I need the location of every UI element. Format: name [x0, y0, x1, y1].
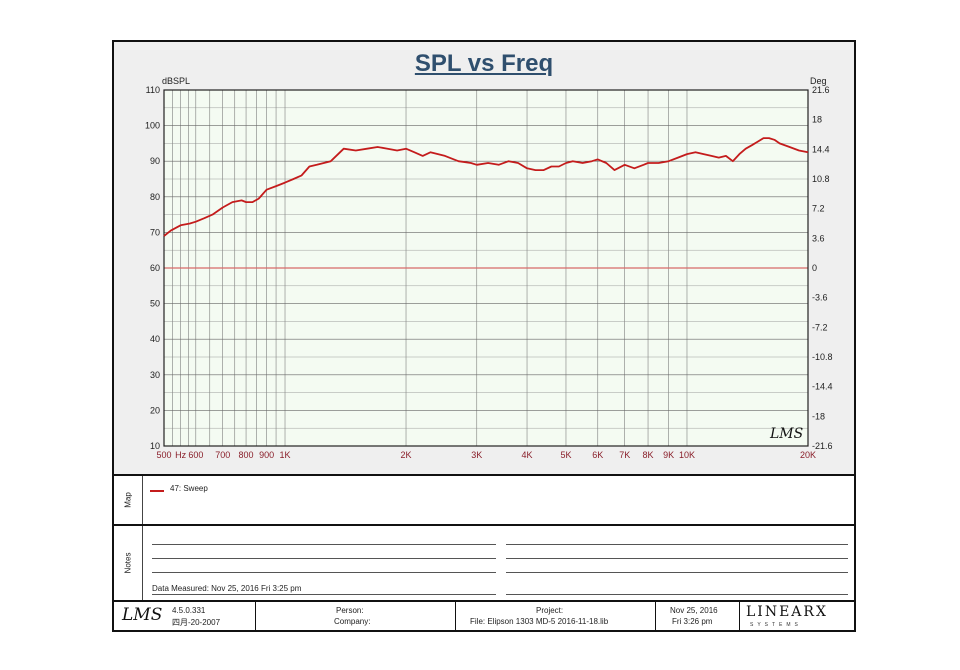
chart-frame: SPL vs Freq 10 20 30 40 50 60 70 80 90 100 110 -21.…: [112, 40, 856, 632]
y2-tick-label: -7.2: [812, 322, 828, 332]
x-tick-label: 500: [156, 450, 171, 460]
map-label: Map: [123, 492, 133, 508]
y2-tick-label: 10.8: [812, 174, 830, 184]
person-label: Person:: [336, 606, 364, 615]
footer-person-cell: Person: Company:: [256, 602, 456, 630]
x-tick-label: 5K: [560, 450, 571, 460]
x-tick-label: 700: [215, 450, 230, 460]
y-tick-label: 70: [150, 227, 160, 237]
x-tick-label: 7K: [619, 450, 630, 460]
company-label: Company:: [334, 617, 371, 626]
note-line: [506, 558, 848, 559]
x-tick-label: 8K: [643, 450, 654, 460]
footer-date-cell: Nov 25, 2016 Fri 3:26 pm: [656, 602, 740, 630]
x-tick-label: 6K: [592, 450, 603, 460]
y-tick-label: 10: [150, 441, 160, 451]
y2-tick-label: 7.2: [812, 204, 825, 214]
notes-side-label: Notes: [114, 526, 143, 600]
notes-panel: Notes Data Measured: Nov 25, 2016 Fri 3:…: [114, 526, 854, 602]
y-tick-label: 50: [150, 299, 160, 309]
y2-tick-label: -10.8: [812, 352, 833, 362]
x-tick-label: 800: [239, 450, 254, 460]
y-tick-label: 100: [145, 121, 160, 131]
note-line: [152, 544, 496, 545]
x-tick-label: 900: [259, 450, 274, 460]
y-tick-label: 60: [150, 263, 160, 273]
legend-swatch: [150, 490, 164, 492]
footer-bar: LMS 4.5.0.331 四月-20-2007 Person: Company…: [114, 602, 854, 630]
y-tick-label: 30: [150, 370, 160, 380]
lms-watermark: LMS: [769, 426, 803, 442]
x-tick-label: 2K: [401, 450, 412, 460]
map-panel: Map 47: Sweep: [114, 476, 854, 526]
linearx-logo: LINEARX: [746, 604, 828, 620]
y2-tick-label: 18: [812, 115, 822, 125]
y2-tick-label: 21.6: [812, 85, 830, 95]
footer-version-cell: LMS 4.5.0.331 四月-20-2007: [114, 602, 256, 630]
y2-tick-label: 3.6: [812, 233, 825, 243]
note-line: [506, 572, 848, 573]
y-tick-label: 110: [146, 85, 160, 95]
y2-tick-label: -21.6: [812, 441, 833, 451]
note-line: [506, 544, 848, 545]
x-tick-label: 9K: [663, 450, 674, 460]
notes-label: Notes: [123, 552, 133, 574]
y2-tick-label: -3.6: [812, 293, 828, 303]
plot-border: [163, 89, 809, 447]
chart-plot: 10 20 30 40 50 60 70 80 90 100 110 -21.6 -18 -14.4 -10…: [145, 76, 833, 460]
note-line: [152, 594, 496, 595]
footer-project-cell: Project: File: Elipson 1303 MD-5 2016-11…: [456, 602, 656, 630]
y2-tick-label: -14.4: [812, 382, 833, 392]
note-line: [152, 558, 496, 559]
file-label: File: Elipson 1303 MD-5 2016-11-18.lib: [470, 617, 609, 626]
note-line: [506, 594, 848, 595]
right-axis-unit: Deg: [810, 76, 827, 86]
y2-tick-label: -18: [812, 411, 825, 421]
x-tick-label: 10K: [679, 450, 695, 460]
x-tick-label: Hz: [175, 450, 186, 460]
y-tick-label: 20: [150, 405, 160, 415]
y-tick-label: 90: [150, 156, 160, 166]
footer-date: Nov 25, 2016: [670, 606, 718, 615]
version-text: 4.5.0.331: [172, 606, 206, 615]
y2-tick-label: 14.4: [812, 144, 830, 154]
y-tick-label: 80: [150, 192, 160, 202]
y2-tick-label: 0: [812, 263, 817, 273]
linearx-subtitle: SYSTEMS: [750, 622, 802, 628]
left-axis-unit: dBSPL: [162, 76, 190, 86]
x-tick-label: 4K: [522, 450, 533, 460]
chart-area: SPL vs Freq 10 20 30 40 50 60 70 80 90 100 110 -21.…: [114, 42, 854, 476]
x-tick-label: 20K: [800, 450, 816, 460]
x-tick-label: 600: [188, 450, 203, 460]
x-tick-label: 1K: [280, 450, 291, 460]
lms-logo: LMS: [122, 605, 163, 625]
project-label: Project:: [536, 606, 564, 615]
footer-brand-cell: LINEARX SYSTEMS: [740, 602, 854, 630]
footer-time: Fri 3:26 pm: [672, 617, 713, 626]
map-side-label: Map: [114, 476, 143, 524]
chart-title: SPL vs Freq: [414, 50, 554, 77]
x-tick-label: 3K: [471, 450, 482, 460]
data-measured-text: Data Measured: Nov 25, 2016 Fri 3:25 pm: [152, 584, 302, 593]
version-date: 四月-20-2007: [172, 618, 221, 627]
y-tick-label: 40: [150, 334, 160, 344]
legend-entry: 47: Sweep: [170, 484, 208, 493]
note-line: [152, 572, 496, 573]
series-line: [163, 137, 809, 237]
